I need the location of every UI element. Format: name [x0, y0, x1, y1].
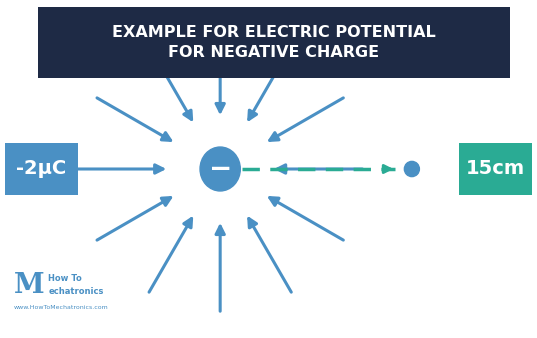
Ellipse shape: [200, 147, 241, 191]
Text: -2μC: -2μC: [17, 160, 67, 178]
Text: 15cm: 15cm: [466, 160, 525, 178]
FancyBboxPatch shape: [38, 7, 510, 78]
Text: EXAMPLE FOR ELECTRIC POTENTIAL
FOR NEGATIVE CHARGE: EXAMPLE FOR ELECTRIC POTENTIAL FOR NEGAT…: [112, 25, 436, 60]
Text: echatronics: echatronics: [48, 287, 104, 296]
Text: www.HowToMechatronics.com: www.HowToMechatronics.com: [13, 305, 108, 310]
Text: M: M: [13, 272, 44, 299]
Text: −: −: [208, 155, 232, 183]
Text: How To: How To: [48, 274, 82, 283]
FancyBboxPatch shape: [5, 143, 78, 195]
Ellipse shape: [404, 162, 419, 176]
FancyBboxPatch shape: [459, 143, 532, 195]
